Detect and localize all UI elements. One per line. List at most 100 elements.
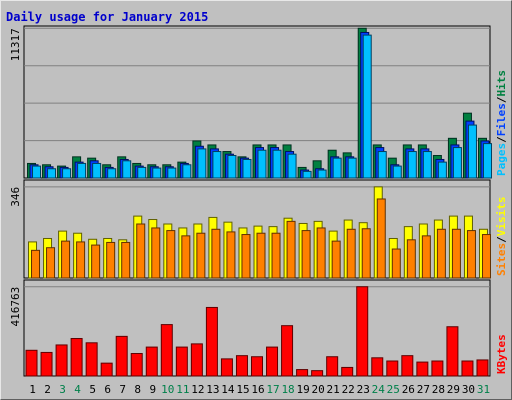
x-tick-label: 12 [191, 383, 204, 396]
bar-kbytes [416, 361, 429, 377]
x-tick-label: 16 [251, 383, 264, 396]
bar-pages [362, 34, 372, 179]
bar-kbytes [160, 324, 173, 377]
bar-sites [181, 235, 191, 279]
x-tick-label: 25 [387, 383, 400, 396]
bar-pages [407, 151, 417, 179]
bar-sites [31, 249, 41, 279]
bar-sites [271, 232, 281, 279]
bar-kbytes [266, 346, 279, 377]
bar-pages [92, 162, 102, 179]
y-max-label: 416763 [9, 287, 22, 327]
x-tick-label: 19 [296, 383, 309, 396]
bar-kbytes [190, 343, 203, 377]
bar-kbytes [296, 369, 309, 377]
bar-kbytes [476, 359, 489, 377]
x-tick-label: 17 [266, 383, 279, 396]
bar-kbytes [311, 370, 324, 377]
bar-sites [91, 244, 101, 279]
chart-title: Daily usage for January 2015 [6, 10, 208, 24]
legend-entry: / [495, 136, 508, 143]
legend-entry: Visits [495, 197, 508, 237]
legend-entry: Files [495, 103, 508, 136]
x-tick-label: 24 [372, 383, 386, 396]
bar-pages [32, 165, 42, 179]
bar-sites [286, 220, 296, 279]
bar-pages [437, 161, 447, 179]
x-tick-label: 30 [462, 383, 475, 396]
bar-kbytes [205, 306, 218, 377]
bar-pages [107, 168, 117, 179]
bar-pages [152, 167, 162, 179]
x-tick-label: 1 [29, 383, 36, 396]
bar-kbytes [386, 360, 399, 377]
x-tick-label: 11 [176, 383, 189, 396]
bar-sites [136, 223, 146, 279]
bar-sites [421, 235, 431, 279]
legend-entry: Sites [495, 243, 508, 276]
y-max-label: 11317 [9, 28, 22, 61]
bar-sites [481, 234, 491, 279]
y-max-label: 346 [9, 187, 22, 207]
x-tick-label: 13 [206, 383, 219, 396]
x-tick-label: 20 [312, 383, 325, 396]
x-tick-label: 22 [342, 383, 355, 396]
bar-sites [121, 241, 131, 279]
legend-entry: Pages [495, 143, 508, 176]
legend-entry: KBytes [495, 334, 508, 374]
bar-kbytes [145, 346, 158, 377]
bar-pages [257, 149, 267, 179]
bar-sites [166, 230, 176, 279]
legend-entry: Hits [495, 70, 508, 97]
bar-sites [376, 198, 386, 279]
bar-kbytes [100, 362, 113, 377]
bar-kbytes [220, 358, 233, 377]
x-tick-label: 27 [417, 383, 430, 396]
panel-visits-sites: 346 Sites/Visits [9, 179, 508, 279]
legend-entry: / [495, 96, 508, 103]
bar-kbytes [130, 353, 143, 377]
x-tick-label: 3 [59, 383, 66, 396]
bar-pages [377, 151, 387, 179]
bar-sites [346, 228, 356, 279]
x-tick-label: 4 [74, 383, 81, 396]
bar-sites [46, 247, 56, 279]
bar-sites [391, 248, 401, 279]
bar-kbytes [40, 351, 53, 377]
bar-sites [406, 239, 416, 279]
bar-sites [241, 234, 251, 279]
bar-sites [361, 228, 371, 279]
bar-pages [182, 164, 192, 179]
bar-pages [167, 167, 177, 179]
x-tick-label: 6 [104, 383, 111, 396]
bar-kbytes [175, 346, 188, 377]
bar-sites [61, 240, 71, 279]
bar-pages [47, 168, 57, 179]
bar-kbytes [115, 335, 128, 377]
legend-visits-sites: Sites/Visits [495, 197, 508, 277]
bar-pages [392, 165, 402, 179]
bar-pages [197, 148, 207, 179]
legend-hits-files-pages: Pages/Files/Hits [495, 70, 508, 176]
bar-pages [482, 143, 492, 179]
bar-pages [332, 157, 342, 179]
x-tick-label: 2 [44, 383, 51, 396]
bar-pages [77, 162, 87, 179]
x-tick-label: 29 [447, 383, 460, 396]
bar-pages [467, 124, 477, 179]
bar-kbytes [356, 286, 369, 377]
bar-sites [226, 231, 236, 279]
bar-kbytes [326, 356, 339, 377]
bar-kbytes [431, 360, 444, 377]
bar-pages [347, 157, 357, 179]
bar-sites [331, 240, 341, 279]
bar-sites [151, 227, 161, 279]
bar-pages [242, 158, 252, 179]
bar-sites [466, 230, 476, 279]
x-tick-label: 8 [134, 383, 141, 396]
bar-pages [422, 151, 432, 179]
bar-kbytes [55, 344, 68, 377]
x-tick-label: 5 [89, 383, 96, 396]
bar-sites [76, 241, 86, 279]
bar-kbytes [235, 355, 248, 377]
